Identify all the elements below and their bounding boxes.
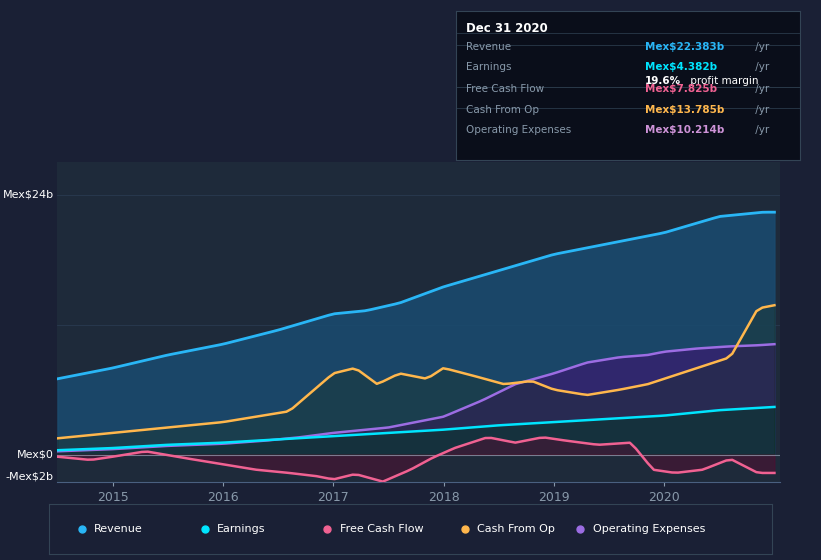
Text: Dec 31 2020: Dec 31 2020 xyxy=(466,22,548,35)
Text: Revenue: Revenue xyxy=(94,524,143,534)
Text: Mex$13.785b: Mex$13.785b xyxy=(645,105,725,115)
Text: Mex$10.214b: Mex$10.214b xyxy=(645,125,725,136)
Text: Earnings: Earnings xyxy=(217,524,265,534)
Text: /yr: /yr xyxy=(752,84,769,94)
Text: Earnings: Earnings xyxy=(466,62,511,72)
Text: Cash From Op: Cash From Op xyxy=(477,524,555,534)
Text: Free Cash Flow: Free Cash Flow xyxy=(340,524,424,534)
Text: Operating Expenses: Operating Expenses xyxy=(466,125,571,136)
Text: Mex$24b: Mex$24b xyxy=(2,190,54,200)
Text: Revenue: Revenue xyxy=(466,43,511,53)
Text: Mex$4.382b: Mex$4.382b xyxy=(645,62,718,72)
Text: /yr: /yr xyxy=(752,43,769,53)
Text: Mex$0: Mex$0 xyxy=(17,450,54,460)
Text: /yr: /yr xyxy=(752,62,769,72)
Text: 19.6%: 19.6% xyxy=(645,77,681,86)
Text: Free Cash Flow: Free Cash Flow xyxy=(466,84,544,94)
Text: Mex$22.383b: Mex$22.383b xyxy=(645,43,725,53)
Text: Operating Expenses: Operating Expenses xyxy=(593,524,705,534)
Text: Mex$7.825b: Mex$7.825b xyxy=(645,84,718,94)
Text: -Mex$2b: -Mex$2b xyxy=(6,471,54,481)
Text: profit margin: profit margin xyxy=(686,77,758,86)
Text: Cash From Op: Cash From Op xyxy=(466,105,539,115)
Text: /yr: /yr xyxy=(752,105,769,115)
Text: /yr: /yr xyxy=(752,125,769,136)
